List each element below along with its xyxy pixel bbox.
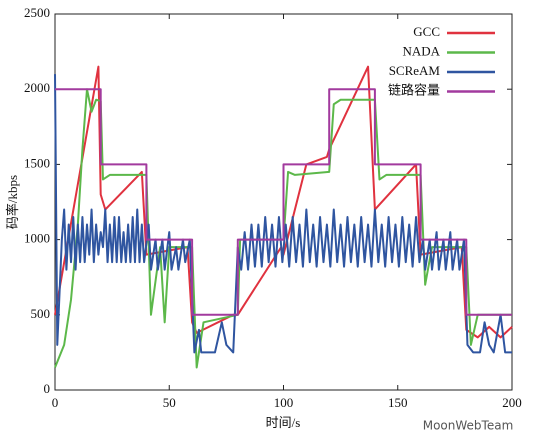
y-tick-label: 1000 <box>24 231 50 246</box>
x-tick-label: 50 <box>163 395 176 410</box>
x-tick-label: 200 <box>502 395 522 410</box>
x-tick-label: 100 <box>274 395 294 410</box>
x-tick-label: 0 <box>52 395 59 410</box>
legend-label: GCC <box>413 24 440 39</box>
legend-label: SCReAM <box>389 63 441 78</box>
y-tick-label: 0 <box>44 381 51 396</box>
watermark: MoonWebTeam <box>423 419 514 433</box>
series-line <box>54 74 512 354</box>
legend-label: NADA <box>402 43 440 58</box>
x-axis-label: 时间/s <box>266 415 301 430</box>
y-tick-label: 2000 <box>24 80 50 95</box>
series-line <box>54 88 512 369</box>
x-tick-label: 150 <box>388 395 408 410</box>
series-line <box>55 88 512 316</box>
y-tick-label: 2500 <box>24 5 50 20</box>
y-axis-label: 码率/kbps <box>5 175 20 229</box>
y-tick-label: 1500 <box>24 155 50 170</box>
legend-label: 链路容量 <box>388 82 440 97</box>
y-tick-label: 500 <box>31 306 51 321</box>
